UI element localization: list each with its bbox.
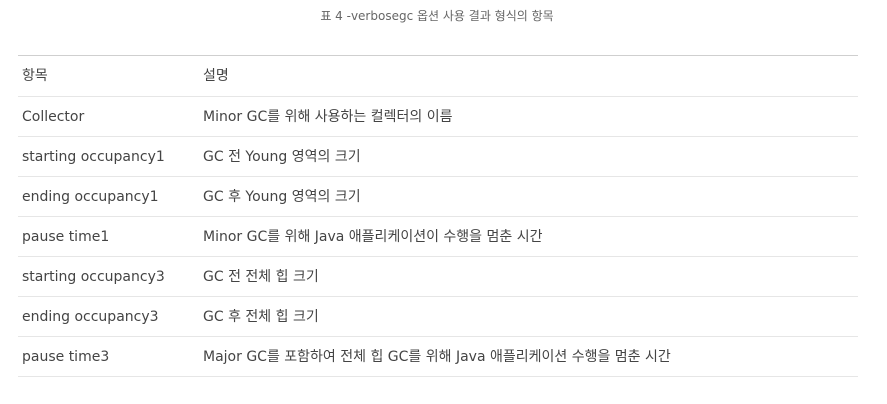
table-header-row: 항목 설명 bbox=[18, 56, 858, 97]
table-row: Collector Minor GC를 위해 사용하는 컬렉터의 이름 bbox=[18, 97, 858, 137]
table-row: starting occupancy3 GC 전 전체 힙 크기 bbox=[18, 257, 858, 297]
description-cell: Minor GC를 위해 Java 애플리케이션이 수행을 멈춘 시간 bbox=[203, 228, 543, 245]
table-caption: 표 4 -verbosegc 옵션 사용 결과 형식의 항목 bbox=[320, 9, 554, 23]
item-cell: starting occupancy1 bbox=[22, 148, 165, 165]
item-cell: Collector bbox=[22, 108, 85, 125]
item-cell: ending occupancy3 bbox=[22, 308, 159, 325]
item-cell: starting occupancy3 bbox=[22, 268, 165, 285]
description-cell: GC 후 Young 영역의 크기 bbox=[203, 188, 361, 205]
header-description: 설명 bbox=[203, 68, 229, 84]
description-cell: Minor GC를 위해 사용하는 컬렉터의 이름 bbox=[203, 108, 453, 125]
item-cell: pause time3 bbox=[22, 348, 110, 365]
gc-log-fields-table: 항목 설명 Collector Minor GC를 위해 사용하는 컬렉터의 이… bbox=[18, 55, 858, 377]
table-row: pause time1 Minor GC를 위해 Java 애플리케이션이 수행… bbox=[18, 217, 858, 257]
header-item: 항목 bbox=[22, 68, 48, 84]
description-cell: GC 전 전체 힙 크기 bbox=[203, 268, 319, 285]
item-cell: pause time1 bbox=[22, 228, 110, 245]
table-row: pause time3 Major GC를 포함하여 전체 힙 GC를 위해 J… bbox=[18, 337, 858, 377]
description-cell: Major GC를 포함하여 전체 힙 GC를 위해 Java 애플리케이션 수… bbox=[203, 348, 671, 365]
table-row: starting occupancy1 GC 전 Young 영역의 크기 bbox=[18, 137, 858, 177]
table-row: ending occupancy1 GC 후 Young 영역의 크기 bbox=[18, 177, 858, 217]
description-cell: GC 후 전체 힙 크기 bbox=[203, 308, 319, 325]
description-cell: GC 전 Young 영역의 크기 bbox=[203, 148, 361, 165]
table-row: ending occupancy3 GC 후 전체 힙 크기 bbox=[18, 297, 858, 337]
item-cell: ending occupancy1 bbox=[22, 188, 159, 205]
